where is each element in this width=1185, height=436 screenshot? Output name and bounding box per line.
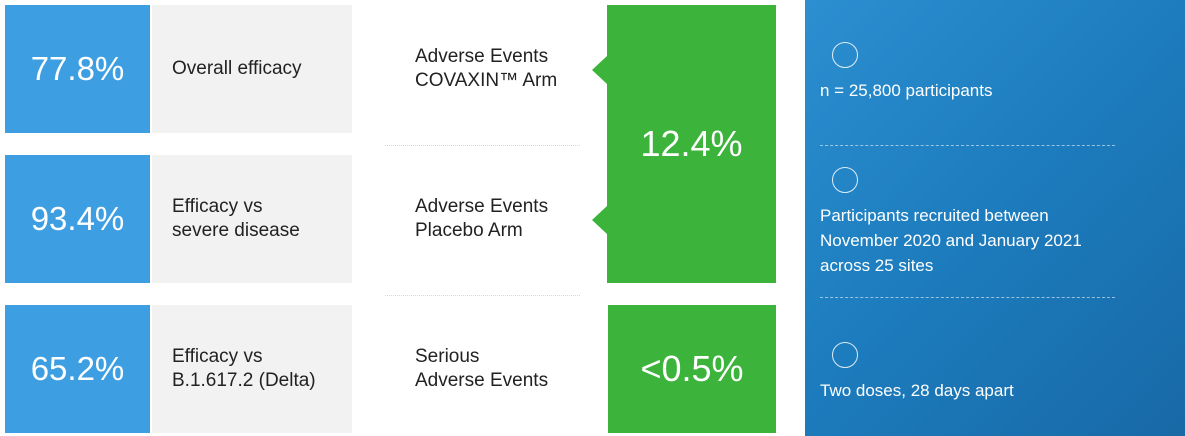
fact-text: n = 25,800 participants: [820, 78, 1170, 103]
adverse-event-label-line: Adverse Events: [415, 196, 549, 217]
efficacy-label-box: Efficacy vs B.1.617.2 (Delta): [152, 305, 352, 433]
efficacy-value-box: 93.4%: [5, 155, 150, 283]
fact-line: Participants recruited between: [820, 206, 1049, 225]
adverse-event-label-line: Adverse Events: [415, 46, 549, 67]
adverse-event-label: Adverse Events COVAXIN™ Arm: [415, 15, 595, 123]
fact-line: across 25 sites: [820, 256, 934, 275]
info-panel: [805, 0, 1185, 436]
panel-separator: [820, 145, 1115, 146]
efficacy-value: 93.4%: [30, 200, 125, 237]
fact-text: Participants recruited between November 2…: [820, 203, 1170, 278]
check-icon: [832, 42, 858, 68]
row-separator: [385, 145, 580, 146]
adverse-value: <0.5%: [640, 348, 744, 389]
adverse-value-box: <0.5%: [608, 305, 776, 433]
efficacy-label: Efficacy vs: [172, 196, 263, 217]
fact-text: Two doses, 28 days apart: [820, 378, 1170, 403]
adverse-event-label-line: Placebo Arm: [415, 220, 523, 241]
efficacy-value-box: 77.8%: [5, 5, 150, 133]
panel-separator: [820, 297, 1115, 298]
adverse-event-label-line: COVAXIN™ Arm: [415, 70, 558, 91]
efficacy-label-box: Overall efficacy: [152, 5, 352, 133]
adverse-event-label-line: Serious: [415, 346, 480, 367]
fact-line: n = 25,800 participants: [820, 81, 993, 100]
adverse-event-label: Serious Adverse Events: [415, 315, 595, 423]
fact-line: Two doses, 28 days apart: [820, 381, 1014, 400]
adverse-value-box: 12.4%: [607, 5, 776, 283]
adverse-event-label: Adverse Events Placebo Arm: [415, 165, 595, 273]
efficacy-label: severe disease: [172, 220, 300, 241]
row-separator: [385, 295, 580, 296]
check-icon: [832, 342, 858, 368]
adverse-event-label-line: Adverse Events: [415, 370, 549, 391]
efficacy-value: 65.2%: [30, 350, 125, 387]
check-icon: [832, 167, 858, 193]
green-panel-shape: [592, 5, 776, 283]
efficacy-label: Overall efficacy: [172, 58, 302, 79]
efficacy-label-box: Efficacy vs severe disease: [152, 155, 352, 283]
efficacy-label: B.1.617.2 (Delta): [172, 370, 316, 391]
efficacy-value: 77.8%: [30, 50, 125, 87]
adverse-value: 12.4%: [640, 123, 743, 164]
fact-line: November 2020 and January 2021: [820, 231, 1082, 250]
efficacy-label: Efficacy vs: [172, 346, 263, 367]
efficacy-value-box: 65.2%: [5, 305, 150, 433]
green-panel: [592, 5, 776, 283]
